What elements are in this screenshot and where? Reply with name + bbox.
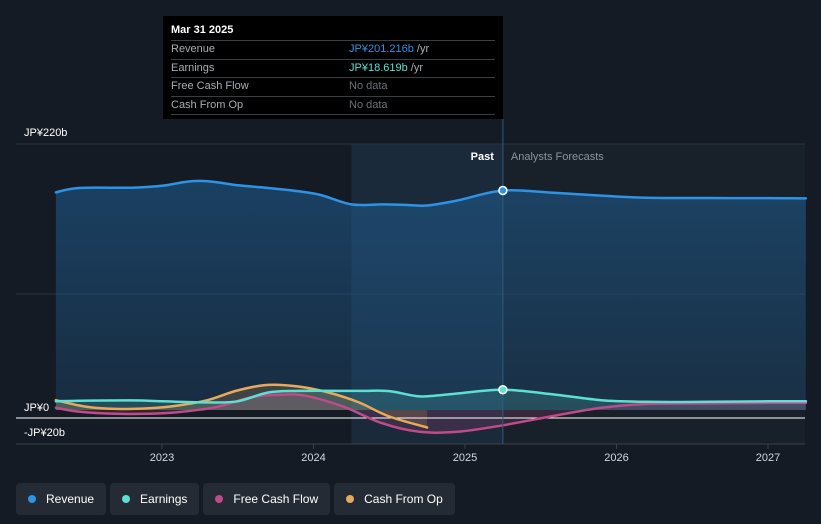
legend-dot-icon — [28, 495, 36, 503]
tooltip-label: Revenue — [171, 43, 216, 55]
tooltip-date: Mar 31 2025 — [171, 24, 234, 36]
legend: Revenue Earnings Free Cash Flow Cash Fro… — [16, 483, 455, 515]
tooltip-unit: /yr — [413, 43, 430, 55]
legend-label: Revenue — [46, 492, 95, 506]
tooltip-label: Free Cash Flow — [171, 80, 249, 92]
tooltip-value: JP¥18.619b — [349, 61, 408, 74]
tooltip-label: Cash From Op — [171, 98, 244, 111]
y-tick-label: -JP¥20b — [24, 427, 65, 439]
revenue-line — [54, 179, 808, 207]
tooltip-value: No data — [349, 98, 388, 111]
tooltip-label: Earnings — [171, 61, 215, 74]
revenue-marker — [498, 185, 508, 196]
x-tick-label: 2023 — [150, 452, 174, 464]
legend-item-earnings[interactable]: Earnings — [110, 483, 200, 515]
legend-label: Cash From Op — [364, 492, 443, 506]
legend-label: Free Cash Flow — [233, 492, 319, 506]
tooltip-unit: /yr — [407, 61, 423, 74]
y-tick-label: JP¥0 — [24, 402, 49, 414]
tooltip: Mar 31 2025 Revenue JP¥201.216b /yr Earn… — [163, 16, 503, 119]
tooltip-value: No data — [349, 80, 388, 92]
x-tick-label: 2027 — [756, 452, 780, 464]
tooltip-row-free-cash-flow: Free Cash Flow No data — [171, 77, 495, 96]
forecast-label: Analysts Forecasts — [511, 151, 604, 163]
tooltip-value: JP¥201.216b — [349, 43, 414, 55]
legend-dot-icon — [215, 495, 224, 503]
tooltip-row-earnings: Earnings JP¥18.619b /yr — [171, 58, 495, 78]
legend-item-revenue[interactable]: Revenue — [16, 483, 107, 515]
y-tick-label: JP¥220b — [24, 127, 67, 139]
x-tick-label: 2024 — [301, 452, 325, 464]
legend-item-cash-from-op[interactable]: Cash From Op — [334, 483, 455, 515]
legend-dot-icon — [122, 495, 131, 503]
revenue-area — [55, 180, 806, 410]
legend-dot-icon — [346, 495, 355, 503]
x-tick-label: 2026 — [604, 452, 628, 464]
tooltip-row-cash-from-op: Cash From Op No data — [171, 95, 495, 115]
cash-from-op-area — [55, 384, 428, 428]
earnings-line — [54, 388, 808, 404]
legend-item-free-cash-flow[interactable]: Free Cash Flow — [203, 483, 331, 515]
x-tick-label: 2025 — [453, 452, 477, 464]
tooltip-row-revenue: Revenue JP¥201.216b /yr — [171, 40, 495, 59]
free-cash-flow-area — [55, 394, 806, 433]
past-label: Past — [471, 151, 495, 163]
free-cash-flow-line — [54, 393, 808, 435]
legend-label: Earnings — [140, 492, 188, 506]
earnings-marker — [498, 384, 508, 395]
cash-from-op-line — [54, 383, 429, 429]
